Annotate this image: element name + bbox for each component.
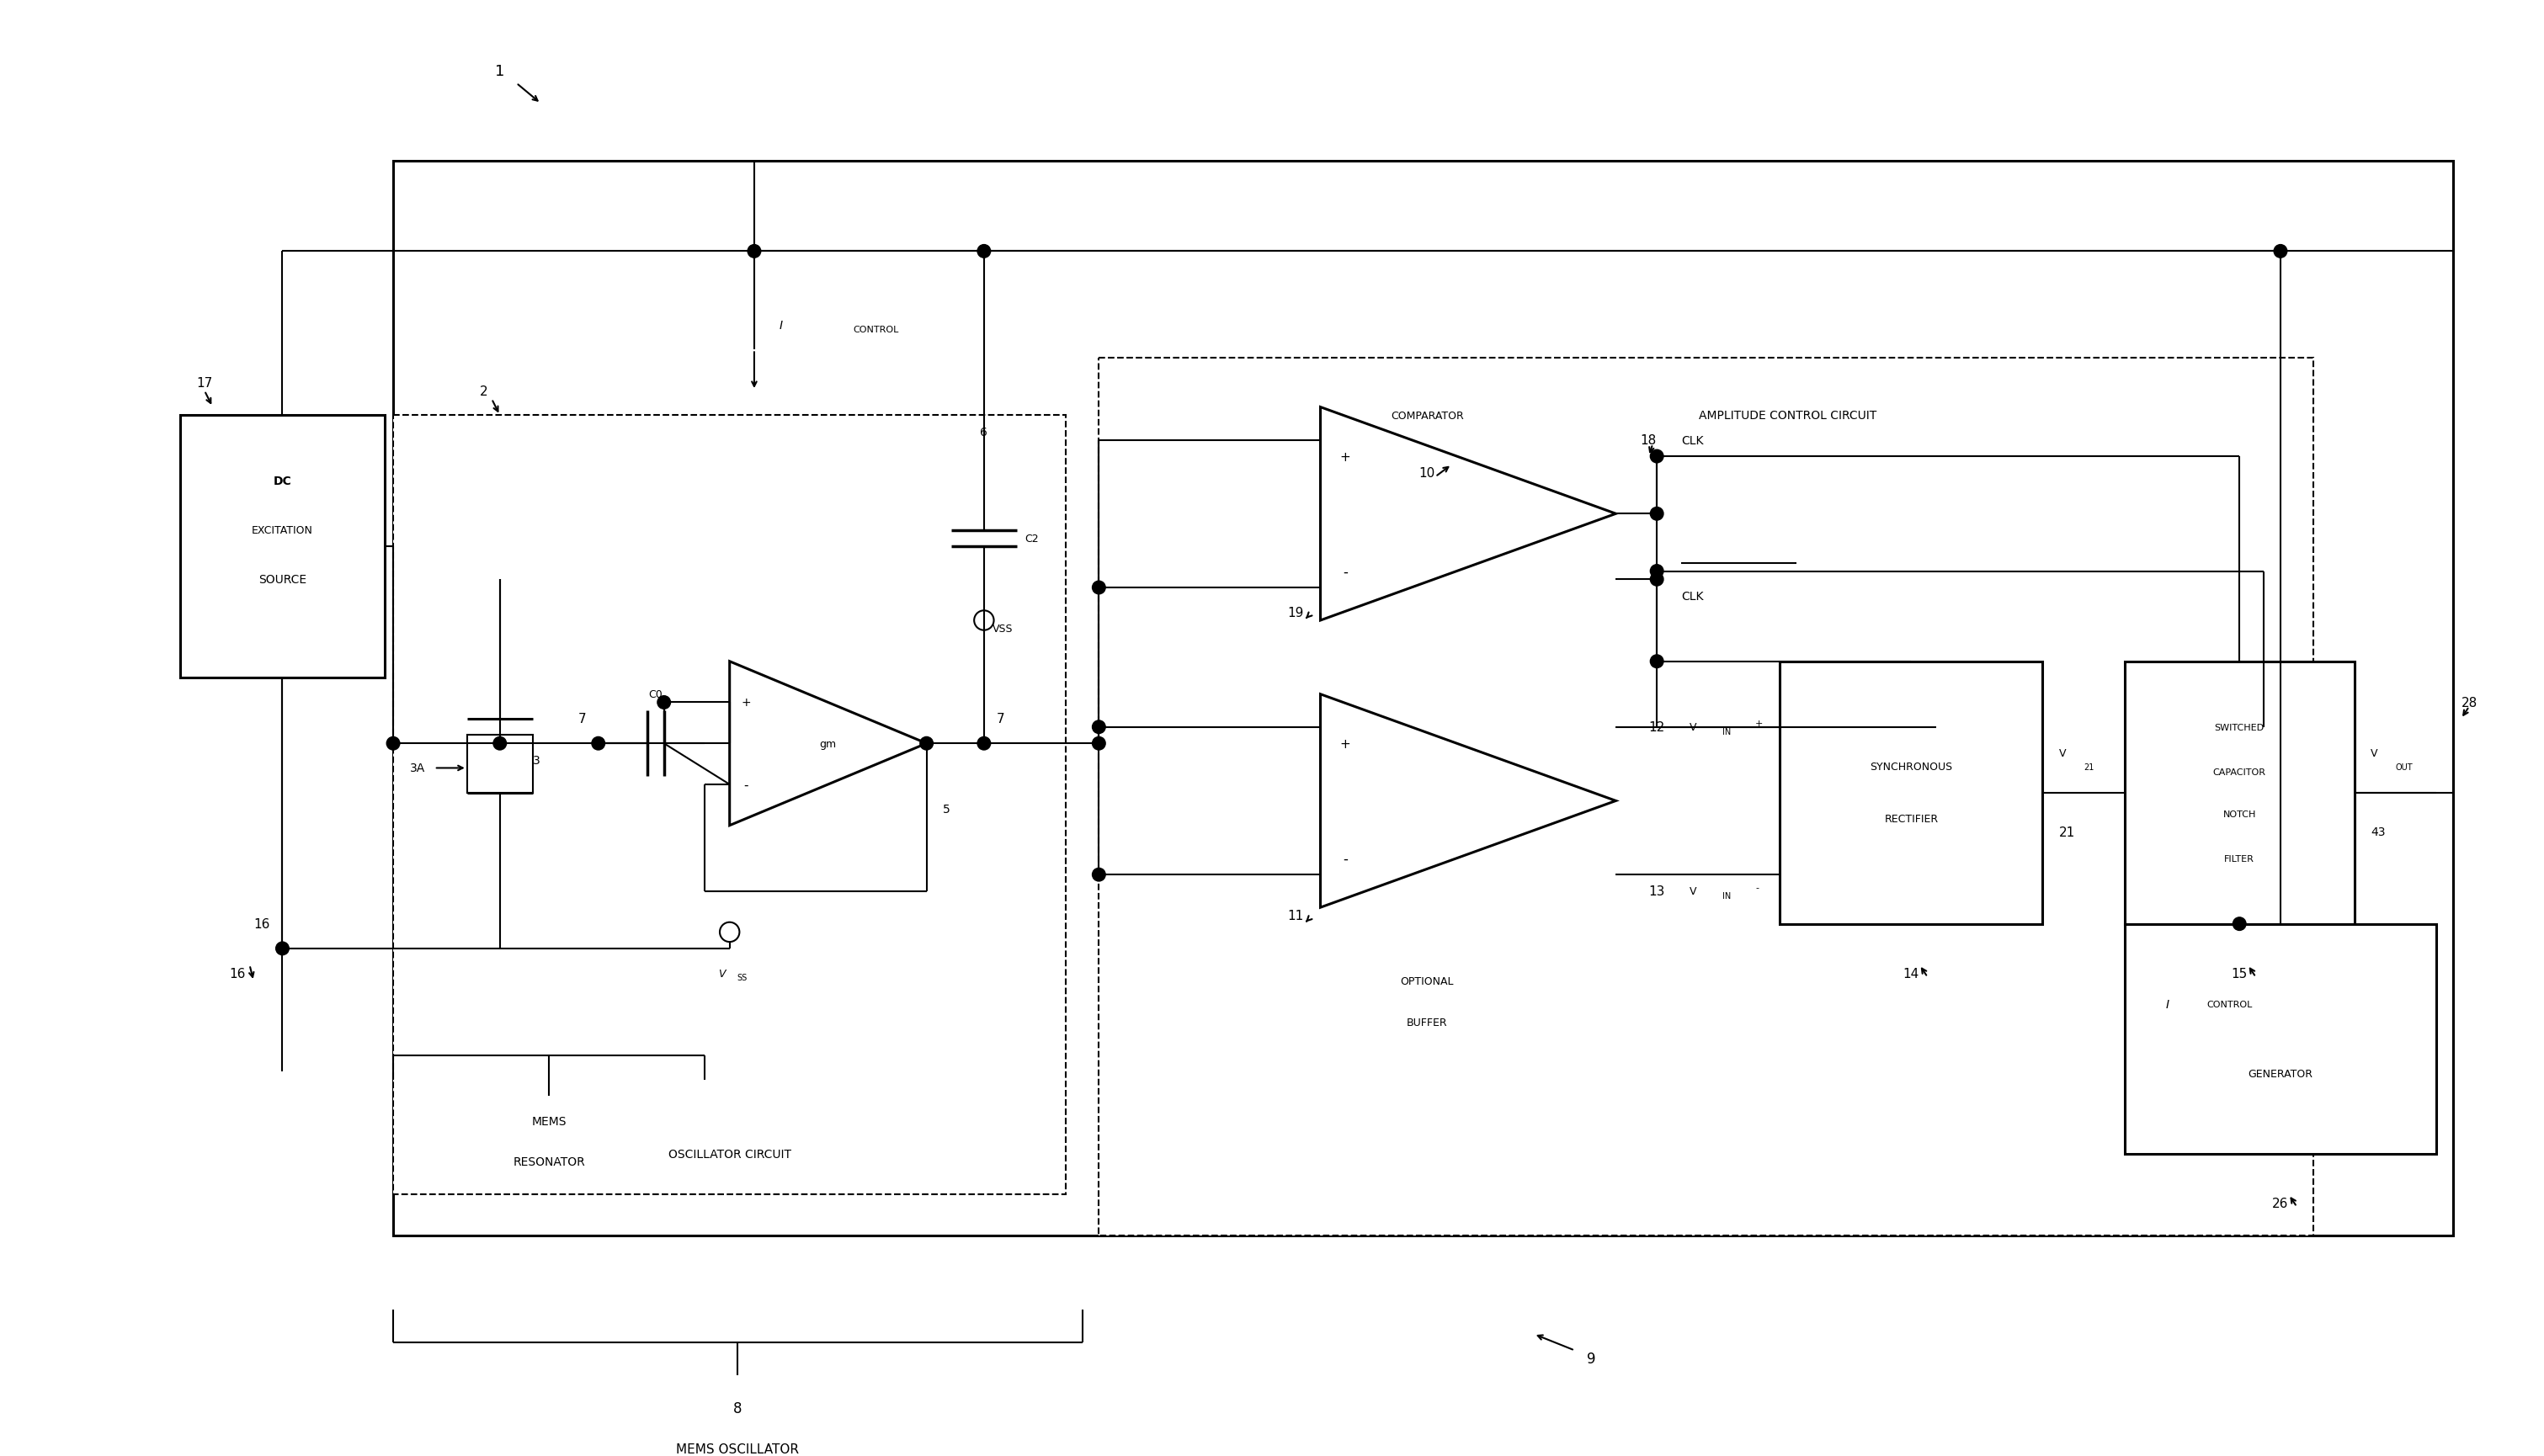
- Text: RESONATOR: RESONATOR: [514, 1156, 585, 1168]
- Text: CONTROL: CONTROL: [2206, 1000, 2251, 1009]
- Text: 16: 16: [254, 917, 270, 930]
- Bar: [394, 162, 2452, 1236]
- Text: VSS: VSS: [992, 623, 1013, 635]
- Text: V: V: [2371, 748, 2379, 759]
- Circle shape: [2234, 917, 2246, 930]
- Text: 2: 2: [478, 384, 488, 397]
- Text: gm: gm: [819, 738, 837, 750]
- Text: CAPACITOR: CAPACITOR: [2213, 767, 2267, 776]
- Text: 10: 10: [1420, 467, 1435, 479]
- Text: AMPLITUDE CONTROL CIRCUIT: AMPLITUDE CONTROL CIRCUIT: [1699, 411, 1877, 422]
- Text: V: V: [1689, 885, 1697, 897]
- Text: -: -: [743, 779, 748, 791]
- Text: 18: 18: [1641, 434, 1656, 447]
- Bar: [2124, 661, 2353, 925]
- Text: 12: 12: [1649, 721, 1664, 734]
- Text: V: V: [1689, 722, 1697, 732]
- Text: FILTER: FILTER: [2223, 855, 2254, 863]
- Circle shape: [1091, 581, 1107, 594]
- Circle shape: [1091, 737, 1107, 750]
- Text: -: -: [1755, 882, 1758, 891]
- Bar: [468, 735, 532, 794]
- Text: 5: 5: [944, 804, 951, 815]
- Text: DC: DC: [272, 476, 293, 488]
- Text: I: I: [2165, 999, 2170, 1010]
- Text: C2: C2: [1025, 533, 1038, 545]
- Text: CLK: CLK: [1682, 590, 1704, 601]
- Circle shape: [275, 942, 290, 955]
- Circle shape: [1091, 868, 1107, 881]
- Text: 1: 1: [496, 64, 504, 79]
- Circle shape: [977, 245, 990, 258]
- Circle shape: [387, 737, 399, 750]
- Text: OPTIONAL: OPTIONAL: [1399, 976, 1453, 987]
- Text: +: +: [740, 697, 750, 709]
- Text: IN: IN: [1722, 727, 1730, 735]
- Text: 3A: 3A: [410, 763, 425, 775]
- Text: 9: 9: [1587, 1351, 1595, 1366]
- Text: 19: 19: [1287, 606, 1305, 619]
- Text: -: -: [1343, 850, 1348, 866]
- Text: SYNCHRONOUS: SYNCHRONOUS: [1870, 761, 1954, 772]
- Circle shape: [921, 737, 934, 750]
- Circle shape: [977, 737, 990, 750]
- Text: 15: 15: [2231, 967, 2246, 980]
- Text: 13: 13: [1649, 885, 1664, 898]
- Text: +: +: [1341, 737, 1351, 750]
- Circle shape: [656, 696, 672, 709]
- Text: IN: IN: [1722, 891, 1730, 900]
- Bar: [394, 416, 1066, 1195]
- Text: I: I: [778, 320, 784, 332]
- Bar: [181, 416, 384, 678]
- Circle shape: [1651, 655, 1664, 668]
- Circle shape: [1651, 508, 1664, 521]
- Text: V: V: [2058, 748, 2066, 759]
- Text: 3: 3: [532, 754, 539, 766]
- Text: 7: 7: [577, 713, 585, 725]
- Circle shape: [1651, 574, 1664, 587]
- Text: 21: 21: [2084, 763, 2094, 770]
- Text: SS: SS: [738, 973, 748, 981]
- Text: 21: 21: [2058, 826, 2076, 839]
- Circle shape: [494, 737, 506, 750]
- Text: OSCILLATOR CIRCUIT: OSCILLATOR CIRCUIT: [669, 1147, 791, 1159]
- Text: CLK: CLK: [1682, 434, 1704, 447]
- Text: CONTROL: CONTROL: [852, 326, 898, 333]
- Text: C0: C0: [649, 689, 664, 700]
- Circle shape: [1651, 450, 1664, 463]
- Text: 11: 11: [1287, 910, 1303, 922]
- Text: 7: 7: [997, 713, 1005, 725]
- Text: +: +: [1341, 450, 1351, 463]
- Text: +: +: [1755, 719, 1763, 728]
- Text: SWITCHED: SWITCHED: [2216, 724, 2264, 731]
- Bar: [2124, 925, 2437, 1153]
- Text: COMPARATOR: COMPARATOR: [1392, 411, 1463, 421]
- Text: 14: 14: [1903, 967, 1918, 980]
- Text: NOTCH: NOTCH: [2223, 810, 2257, 818]
- Text: 26: 26: [2272, 1197, 2290, 1208]
- Text: EXCITATION: EXCITATION: [252, 526, 313, 536]
- Text: -: -: [1343, 563, 1348, 579]
- Text: GENERATOR: GENERATOR: [2249, 1067, 2312, 1079]
- Bar: [1781, 661, 2043, 925]
- Circle shape: [1651, 565, 1664, 578]
- Text: 43: 43: [2371, 827, 2386, 839]
- Text: 17: 17: [196, 377, 214, 389]
- Text: 28: 28: [2460, 696, 2478, 709]
- Text: 16: 16: [229, 967, 244, 980]
- Text: SOURCE: SOURCE: [259, 574, 305, 585]
- Circle shape: [1091, 721, 1107, 734]
- Text: MEMS OSCILLATOR: MEMS OSCILLATOR: [677, 1443, 799, 1455]
- Circle shape: [2274, 245, 2287, 258]
- Circle shape: [593, 737, 605, 750]
- Bar: [1099, 358, 2312, 1236]
- Circle shape: [748, 245, 761, 258]
- Text: V: V: [717, 968, 725, 978]
- Text: RECTIFIER: RECTIFIER: [1885, 814, 1939, 824]
- Text: 6: 6: [979, 427, 987, 438]
- Text: 8: 8: [733, 1401, 743, 1415]
- Text: BUFFER: BUFFER: [1407, 1018, 1448, 1028]
- Text: OUT: OUT: [2396, 763, 2412, 770]
- Text: MEMS: MEMS: [532, 1115, 567, 1127]
